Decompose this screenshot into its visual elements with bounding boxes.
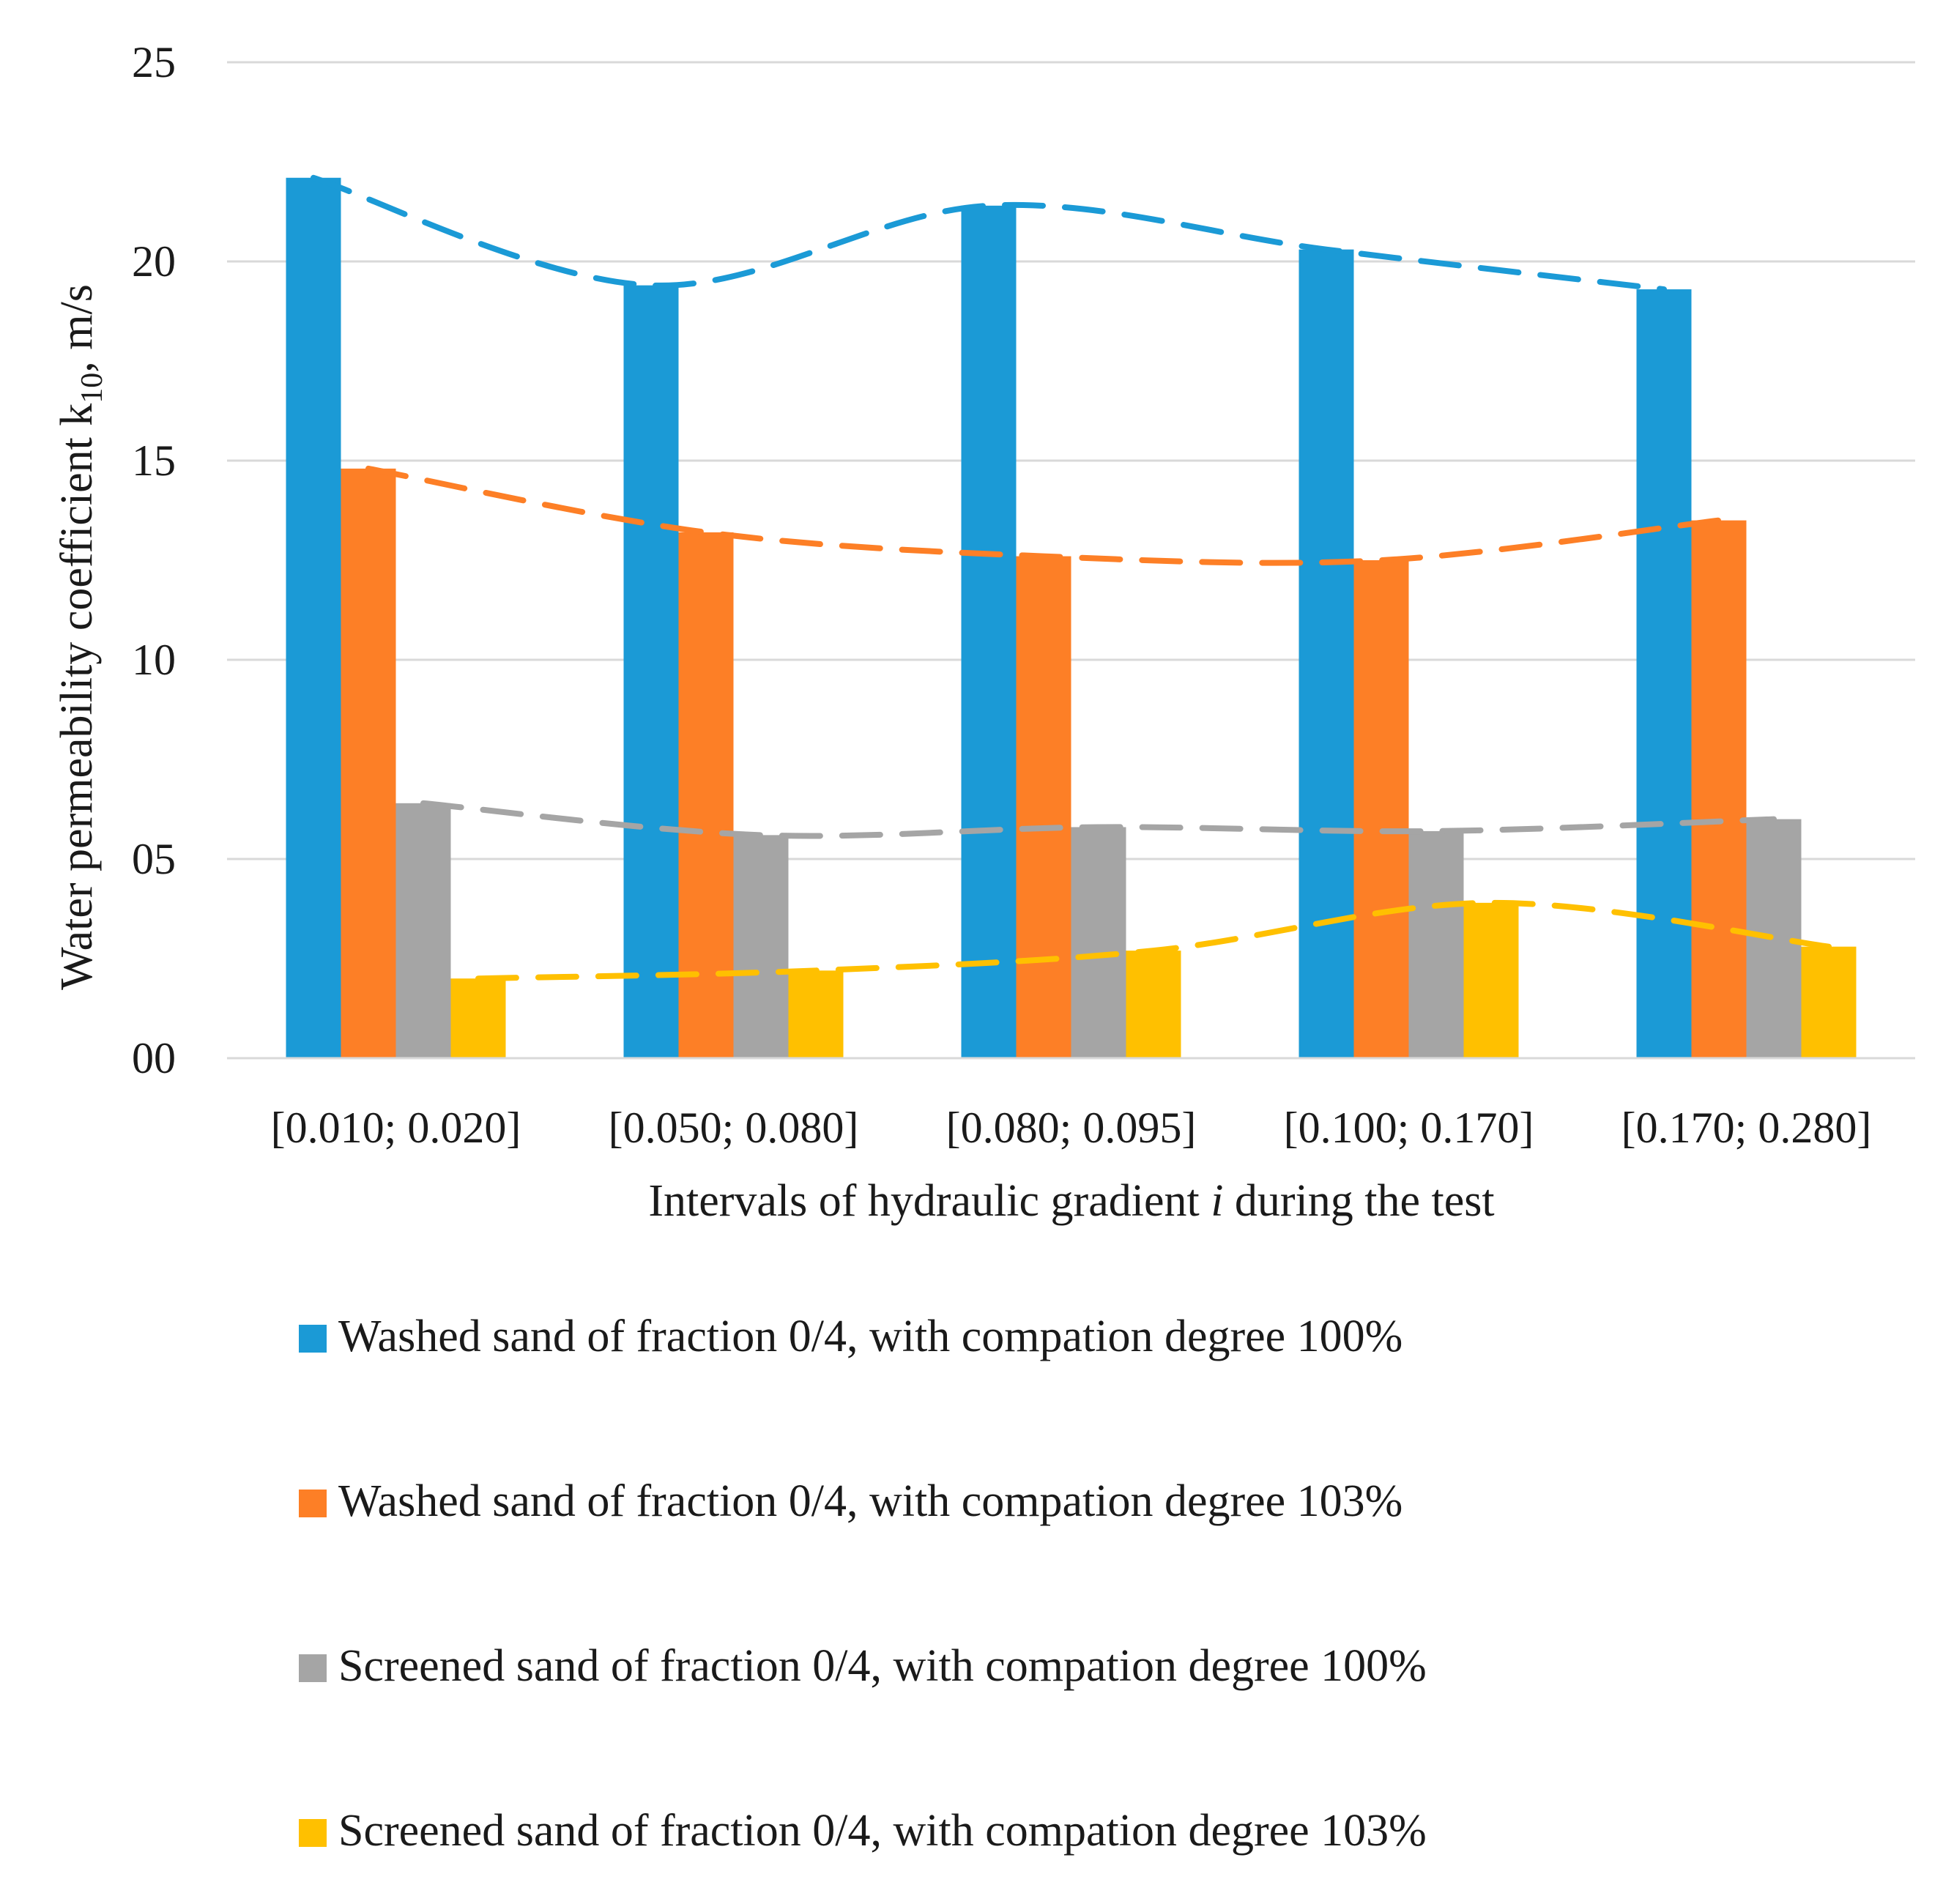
gridlines	[227, 61, 1915, 860]
legend-label: Washed sand of fraction 0/4, with compat…	[338, 1312, 1403, 1361]
y-tick-label: 10	[132, 636, 176, 684]
x-tick-label: [0.050; 0.080]	[609, 1104, 859, 1152]
trendline	[420, 800, 1777, 839]
y-tick-label: 20	[132, 237, 176, 286]
bar	[1126, 951, 1181, 1058]
bar	[1408, 830, 1464, 1058]
bar	[1636, 289, 1692, 1059]
x-tick-label: [0.010; 0.020]	[271, 1104, 521, 1152]
bar	[788, 970, 844, 1058]
trendline	[475, 899, 1832, 982]
y-tick-label: 25	[132, 38, 176, 86]
bar	[961, 205, 1017, 1059]
bar	[341, 468, 396, 1058]
legend-swatch	[299, 1654, 327, 1682]
bar	[395, 803, 451, 1058]
y-tick-label: 05	[132, 835, 176, 883]
bar	[286, 177, 341, 1058]
legend-label: Washed sand of fraction 0/4, with compat…	[338, 1476, 1403, 1526]
legend-label: Screened sand of fraction 0/4, with comp…	[338, 1806, 1427, 1856]
y-tick-label: 15	[132, 436, 176, 485]
x-axis-title-main: Intervals of hydraulic gradient	[648, 1176, 1211, 1226]
x-axis-title: Intervals of hydraulic gradient i during…	[648, 1176, 1494, 1226]
bar	[1071, 827, 1126, 1058]
y-axis-title-suffix: , m/s	[52, 284, 102, 373]
legend-item: Screened sand of fraction 0/4, with comp…	[299, 1641, 1427, 1691]
x-axis-title-italic: i	[1211, 1176, 1223, 1226]
legend: Washed sand of fraction 0/4, with compat…	[299, 1312, 1427, 1856]
y-axis-title: Water permeability coefficient k10, m/s	[52, 284, 109, 990]
x-tick-label: [0.080; 0.095]	[946, 1104, 1197, 1152]
trendline	[365, 465, 1722, 566]
legend-swatch	[299, 1490, 327, 1517]
x-axis-ticks: [0.010; 0.020] [0.050; 0.080] [0.080; 0.09…	[271, 1104, 1872, 1152]
y-axis-title-subscript: 10	[75, 373, 109, 404]
y-axis-ticks: 00 05 10 15 20 25	[132, 38, 176, 1082]
bar	[678, 532, 734, 1058]
legend-item: Screened sand of fraction 0/4, with comp…	[299, 1806, 1427, 1856]
bar	[1691, 520, 1747, 1058]
y-tick-label: 00	[132, 1034, 176, 1082]
legend-label: Screened sand of fraction 0/4, with comp…	[338, 1641, 1427, 1691]
bar	[1299, 249, 1354, 1059]
bar	[1801, 946, 1857, 1058]
legend-swatch	[299, 1819, 327, 1847]
x-axis-title-suffix: during the test	[1223, 1176, 1494, 1226]
bar	[450, 978, 506, 1058]
trendline	[311, 174, 1667, 293]
trendlines	[311, 174, 1832, 982]
legend-item: Washed sand of fraction 0/4, with compat…	[299, 1476, 1403, 1526]
bar	[1016, 556, 1071, 1058]
legend-item: Washed sand of fraction 0/4, with compat…	[299, 1312, 1403, 1361]
bar	[623, 285, 679, 1058]
x-tick-label: [0.100; 0.170]	[1284, 1104, 1534, 1152]
legend-swatch	[299, 1325, 327, 1353]
x-tick-label: [0.170; 0.280]	[1621, 1104, 1872, 1152]
bar	[1353, 560, 1409, 1058]
y-axis-title-main: Water permeability coefficient k	[52, 404, 102, 990]
bars	[286, 177, 1857, 1059]
bar	[1463, 902, 1519, 1058]
bar	[733, 835, 789, 1058]
